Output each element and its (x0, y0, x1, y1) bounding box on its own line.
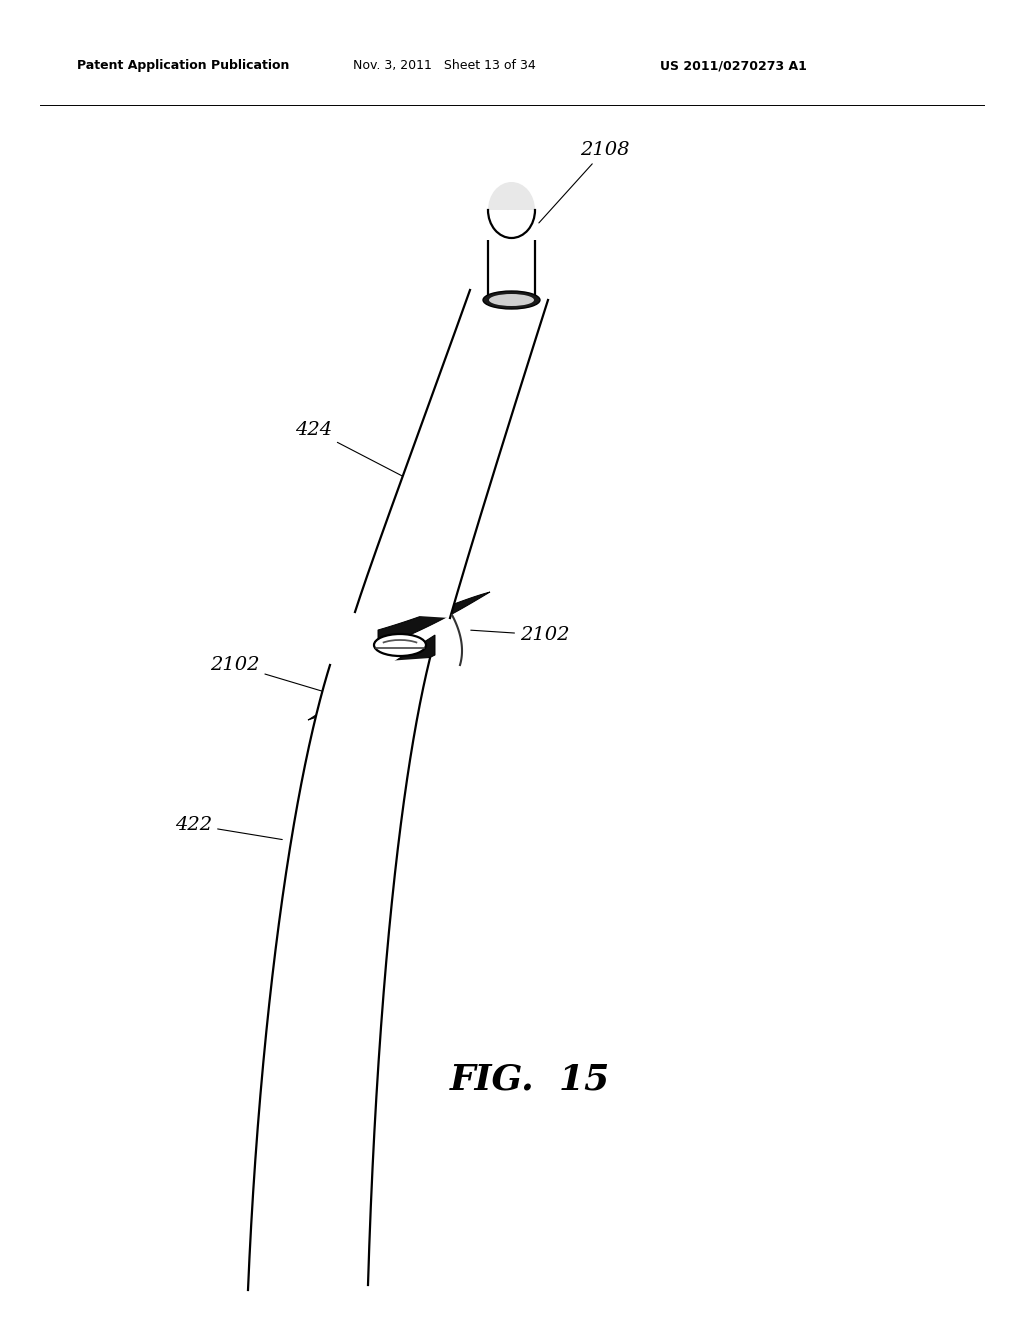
Text: 2108: 2108 (539, 141, 630, 223)
Polygon shape (355, 290, 548, 618)
Polygon shape (488, 210, 535, 300)
Polygon shape (308, 635, 435, 719)
Polygon shape (355, 290, 548, 618)
Polygon shape (248, 657, 430, 1290)
Text: 424: 424 (295, 421, 408, 479)
Text: Nov. 3, 2011   Sheet 13 of 34: Nov. 3, 2011 Sheet 13 of 34 (353, 59, 536, 73)
Text: FIG.  15: FIG. 15 (450, 1063, 610, 1097)
Text: US 2011/0270273 A1: US 2011/0270273 A1 (660, 59, 807, 73)
Ellipse shape (483, 290, 540, 309)
Text: 422: 422 (175, 816, 283, 840)
Text: Patent Application Publication: Patent Application Publication (77, 59, 289, 73)
Ellipse shape (489, 294, 534, 306)
Polygon shape (248, 657, 430, 1290)
Polygon shape (486, 210, 537, 240)
Text: 2102: 2102 (210, 656, 333, 694)
Text: 2102: 2102 (471, 626, 569, 644)
Ellipse shape (374, 634, 426, 656)
Ellipse shape (488, 182, 535, 238)
Polygon shape (378, 591, 490, 648)
